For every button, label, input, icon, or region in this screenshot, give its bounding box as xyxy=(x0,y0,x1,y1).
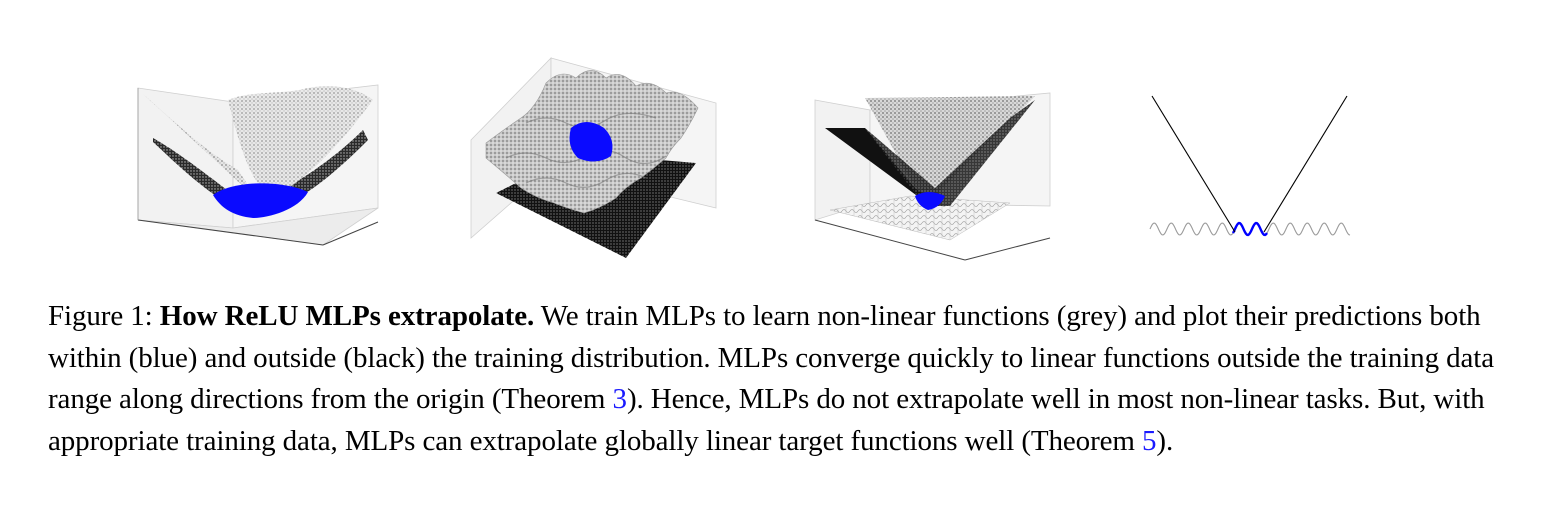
pane-back-left xyxy=(814,99,871,221)
caption-label: Figure 1: xyxy=(48,300,153,332)
prediction-curve-inside xyxy=(1231,221,1268,237)
panel-abs-sin-1d xyxy=(1149,95,1351,237)
axis-edge xyxy=(964,237,1051,261)
axis-edge xyxy=(814,219,966,261)
axis-edge xyxy=(322,221,379,246)
axis-edge xyxy=(137,219,324,246)
caption-text: ). Hence, MLPs do not extrapolate well i… xyxy=(48,383,1485,457)
target-surface xyxy=(865,96,1035,206)
figure-panels xyxy=(137,57,1351,261)
theorem-ref-link[interactable]: 5 xyxy=(1142,424,1157,457)
prediction-surface-inside xyxy=(569,122,613,162)
prediction-surface-outside xyxy=(153,130,368,208)
prediction-line-right xyxy=(1263,95,1348,233)
theorem-ref-link[interactable]: 3 xyxy=(612,383,628,415)
caption-text: We train MLPs to learn non-linear functi… xyxy=(48,300,1495,415)
target-surface-right xyxy=(228,86,373,198)
prediction-line-left xyxy=(1151,95,1236,233)
caption-text: ). xyxy=(1156,424,1174,457)
panel-cosine-3d xyxy=(470,57,717,258)
prediction-surface-inside xyxy=(915,192,945,210)
panel-quadratic-3d xyxy=(137,84,379,246)
caption-title: How ReLU MLPs extrapolate. xyxy=(159,300,535,332)
target-grid-floor xyxy=(829,195,1011,241)
prediction-surface-inside xyxy=(213,183,308,218)
panel-sqrt-3d xyxy=(814,92,1051,261)
figure-caption: Figure 1: How ReLU MLPs extrapolate. We … xyxy=(48,296,1498,462)
